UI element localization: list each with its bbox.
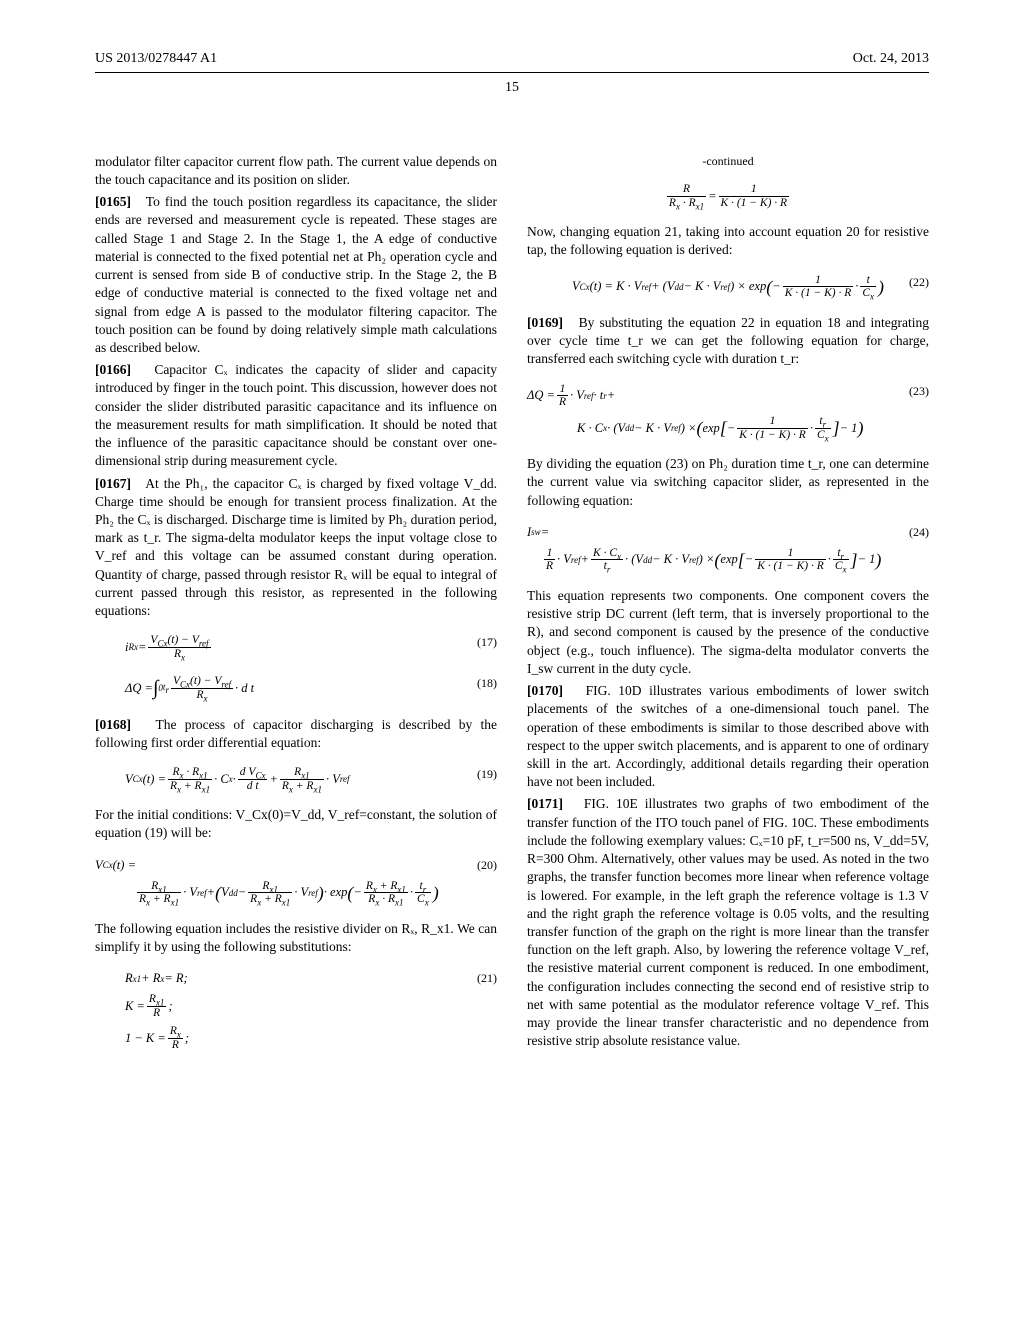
para-num-0169: [0169] (527, 315, 563, 330)
para-num-0168: [0168] (95, 717, 131, 732)
eq-num-17: (17) (477, 634, 497, 650)
paragraph-0170: [0170] FIG. 10D illustrates various embo… (527, 682, 929, 791)
equation-21: (21) Rx1 + Rx = R; K = Rx1R; 1 − K = RxR… (125, 970, 497, 1051)
paragraph-initial-conditions: For the initial conditions: V_Cx(0)=V_dd… (95, 806, 497, 842)
para-text-0167: At the Ph₁, the capacitor Cₓ is charged … (95, 476, 497, 619)
equation-22: (22) VCx(t) = K · Vref + (Vdd − K · Vref… (527, 274, 929, 300)
page-header: US 2013/0278447 A1 Oct. 24, 2013 (95, 50, 929, 73)
eq-num-21: (21) (477, 970, 497, 986)
para-num-0165: [0165] (95, 194, 131, 209)
paragraph-0165: [0165] To find the touch position regard… (95, 193, 497, 357)
paragraph-0167: [0167] At the Ph₁, the capacitor Cₓ is c… (95, 475, 497, 621)
equation-18: (18) ΔQ = ∫0tr VCx(t) − VrefRx · d t (125, 675, 497, 702)
para-text-0171: FIG. 10E illustrates two graphs of two e… (527, 796, 929, 1048)
two-column-layout: modulator filter capacitor current flow … (95, 153, 929, 1066)
para-text-0169: By substituting the equation 22 in equat… (527, 315, 929, 366)
para-num-0170: [0170] (527, 683, 563, 698)
equation-21-continued: RRx · Rx1 = 1K · (1 − K) · R (527, 183, 929, 209)
equation-20: (20) VCx(t) = Rx1Rx + Rx1 · Vref + (Vdd … (95, 857, 497, 906)
para-text-0168: The process of capacitor discharging is … (95, 717, 497, 750)
intro-paragraph: modulator filter capacitor current flow … (95, 153, 497, 189)
para-num-0171: [0171] (527, 796, 563, 811)
para-text-0166: Capacitor Cₓ indicates the capacity of s… (95, 362, 497, 468)
equation-23: (23) ΔQ = 1R · Vref · tr + K · Cx · (Vdd… (527, 383, 929, 442)
eq-num-19: (19) (477, 766, 497, 782)
paragraph-now: Now, changing equation 21, taking into a… (527, 223, 929, 259)
continued-label: -continued (527, 153, 929, 169)
equation-17: (17) iRx = VCx(t) − VrefRx (125, 634, 497, 660)
page-number: 15 (95, 79, 929, 98)
eq-num-18: (18) (477, 675, 497, 691)
eq-num-23: (23) (909, 383, 929, 399)
para-text-0165: To find the touch position regardless it… (95, 194, 497, 355)
para-num-0166: [0166] (95, 362, 131, 377)
equation-24: (24) Isw = 1R · Vref + K · Cxtr · (Vdd −… (527, 524, 929, 573)
paragraph-0171: [0171] FIG. 10E illustrates two graphs o… (527, 795, 929, 1050)
eq-num-22: (22) (909, 274, 929, 290)
para-num-0167: [0167] (95, 476, 131, 491)
paragraph-dividing: By dividing the equation (23) on Ph₂ dur… (527, 455, 929, 510)
equation-19: (19) VCx(t) = Rx · Rx1Rx + Rx1 · Cx · d … (125, 766, 497, 792)
paragraph-0168: [0168] The process of capacitor discharg… (95, 716, 497, 752)
para-text-0170: FIG. 10D illustrates various embodiments… (527, 683, 929, 789)
paragraph-0169: [0169] By substituting the equation 22 i… (527, 314, 929, 369)
paragraph-components: This equation represents two components.… (527, 587, 929, 678)
eq-num-20: (20) (477, 857, 497, 873)
right-column: -continued RRx · Rx1 = 1K · (1 − K) · R … (527, 153, 929, 1066)
paragraph-divider: The following equation includes the resi… (95, 920, 497, 956)
paragraph-0166: [0166] Capacitor Cₓ indicates the capaci… (95, 361, 497, 470)
eq-num-24: (24) (909, 524, 929, 540)
publication-number: US 2013/0278447 A1 (95, 50, 217, 69)
left-column: modulator filter capacitor current flow … (95, 153, 497, 1066)
publication-date: Oct. 24, 2013 (853, 50, 929, 69)
